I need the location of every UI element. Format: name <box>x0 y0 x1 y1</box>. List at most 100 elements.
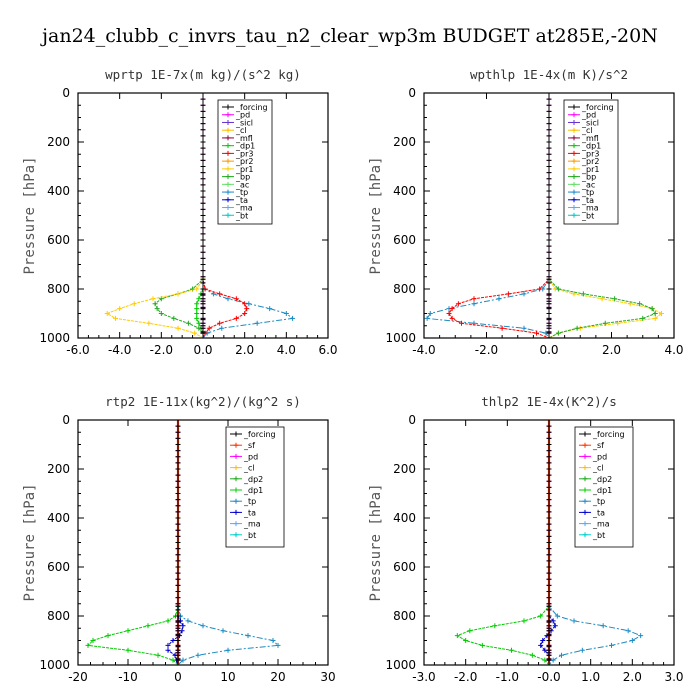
series-marker-forcing <box>546 527 552 533</box>
legend-marker <box>233 431 239 437</box>
series-marker-forcing <box>546 249 552 255</box>
series-marker-dp1 <box>194 311 200 316</box>
panel-title: rtp2 1E-11x(kg^2)/(kg^2 s) <box>105 394 301 409</box>
legend-entry: _bt <box>235 211 248 220</box>
legend-entry: _forcing <box>235 103 268 112</box>
series-marker-forcing <box>546 497 552 503</box>
panel-wpthlp: wpthlp 1E-4x(m K)/s^2 -4.0 -2.0 0.0 2.0 4.0 0 2… <box>368 67 684 357</box>
series-marker-dp1 <box>145 623 151 629</box>
series-marker-forcing <box>546 323 552 329</box>
series-marker-tp <box>283 311 289 316</box>
series-marker-forcing <box>546 420 552 423</box>
series-marker-forcing <box>175 540 181 545</box>
legend-entry: _mfl <box>235 134 253 143</box>
legend-entry: _cl <box>592 464 604 473</box>
series-marker-forcing <box>546 145 552 151</box>
series-marker-tp <box>579 647 585 653</box>
series-marker-forcing <box>546 582 552 588</box>
legend-marker <box>225 205 231 211</box>
y-tick-label: 800 <box>47 609 70 623</box>
series-group <box>104 93 296 338</box>
series-marker-forcing <box>200 292 206 298</box>
legend-entry: _pr1 <box>235 165 253 174</box>
series-marker-pr1 <box>192 330 198 336</box>
series-marker-forcing <box>200 225 206 231</box>
series-marker-tp <box>571 618 577 624</box>
legend-marker <box>225 112 231 118</box>
legend-marker <box>225 150 231 156</box>
legend-entry: _pr3 <box>235 149 253 158</box>
legend-entry: _dp2 <box>243 475 263 484</box>
series-marker-forcing <box>175 533 181 539</box>
legend-marker <box>582 532 588 538</box>
series-marker-forcing <box>546 558 552 564</box>
legend-entry: _dp1 <box>581 142 601 151</box>
y-tick-label: 200 <box>47 462 70 476</box>
legend-box <box>217 99 273 225</box>
series-group <box>85 420 281 665</box>
series-marker-forcing <box>200 311 206 316</box>
series-marker-forcing <box>546 255 552 261</box>
legend-entry: _pr3 <box>581 149 599 158</box>
legend-entry: _tp <box>581 188 594 197</box>
series-marker-forcing <box>175 515 181 521</box>
panel-rtp2: rtp2 1E-11x(kg^2)/(kg^2 s) -20 -10 0 10 20 30 0… <box>22 394 336 684</box>
series-marker-forcing <box>546 176 552 182</box>
series-marker-bp <box>652 311 658 316</box>
legend-marker <box>571 174 577 180</box>
series-marker-forcing <box>175 423 181 429</box>
y-tick-label: 1000 <box>39 658 70 672</box>
legend-box <box>563 99 619 225</box>
series-marker-pr3 <box>459 320 464 326</box>
series-marker-bp <box>152 301 158 307</box>
series-marker-forcing <box>546 151 552 157</box>
series-marker-dp1 <box>538 613 544 619</box>
series-marker-forcing <box>200 164 206 169</box>
legend-entry: _ma <box>581 204 599 213</box>
legend-entry: _pd <box>243 452 258 461</box>
series-marker-pr3 <box>217 320 223 326</box>
panel-wprtp: wprtp 1E-7x(m kg)/(s^2 kg) -6.0 -4.0 -2.0 0.… <box>22 67 338 357</box>
series-marker-forcing <box>200 213 206 218</box>
y-tick-label: 0 <box>62 413 70 427</box>
panel-title: thlp2 1E-4x(K^2)/s <box>481 394 616 409</box>
legend-marker <box>225 135 231 141</box>
series-marker-forcing <box>200 133 206 139</box>
series-marker-forcing <box>546 237 552 243</box>
series-marker-forcing <box>200 255 206 261</box>
series-marker-forcing <box>546 662 552 665</box>
legend-entry: _dp2 <box>592 475 612 484</box>
series-marker-forcing <box>200 188 206 194</box>
series-marker-forcing <box>200 249 206 255</box>
series-marker-pr3 <box>449 315 455 321</box>
series-marker-forcing <box>546 298 552 304</box>
series-marker-tp <box>254 320 260 326</box>
series-marker-dp1 <box>467 628 473 634</box>
series-marker-forcing <box>546 613 552 619</box>
series-marker-tp <box>638 633 644 639</box>
series-marker-ta <box>540 638 546 643</box>
legend-entry: _ta <box>243 508 256 517</box>
legend-marker <box>571 112 577 118</box>
series-marker-pr1 <box>659 311 664 316</box>
series-marker-forcing <box>546 423 552 429</box>
series-line-bp <box>154 93 204 338</box>
series-marker-bp <box>171 315 177 321</box>
legend-entry: _dp1 <box>592 486 612 495</box>
series-marker-forcing <box>546 170 552 176</box>
legend-marker <box>233 476 239 482</box>
x-tick-label: 2.0 <box>235 343 254 357</box>
series-marker-forcing <box>175 491 181 496</box>
legend-entry: _ta <box>581 196 594 205</box>
x-tick-label: 0.0 <box>193 343 212 357</box>
legend-entry: _sf <box>592 441 604 450</box>
y-tick-label: 600 <box>393 233 416 247</box>
series-marker-pr3 <box>446 311 452 316</box>
series-marker-dp1 <box>170 657 176 663</box>
panel-title: wprtp 1E-7x(m kg)/(s^2 kg) <box>105 67 301 82</box>
legend-marker <box>571 150 577 156</box>
series-marker-forcing <box>175 582 181 588</box>
legend-entry: _bp <box>581 173 596 182</box>
series-marker-pr3 <box>233 296 239 302</box>
series-marker-bp <box>196 325 202 331</box>
